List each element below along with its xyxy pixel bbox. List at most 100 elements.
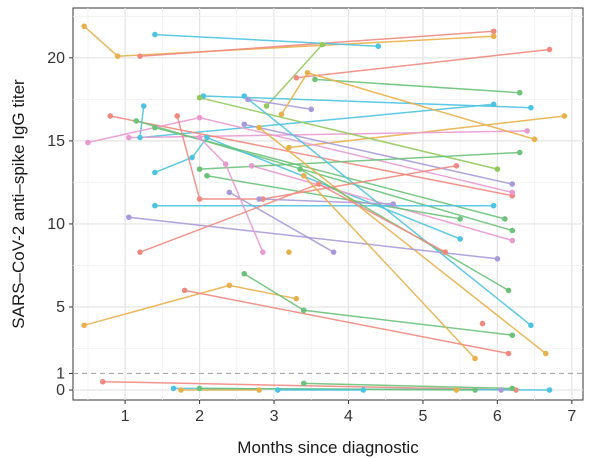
data-point	[241, 121, 248, 128]
data-point	[542, 350, 549, 357]
data-point	[315, 181, 322, 187]
data-point	[286, 144, 292, 151]
data-point	[81, 23, 87, 30]
series-line-19	[154, 126, 505, 220]
data-point	[81, 322, 87, 329]
points-group	[81, 23, 568, 393]
data-point	[133, 118, 140, 124]
data-point-isolated	[453, 387, 460, 393]
y-tick-label: 5	[56, 299, 65, 316]
x-tick-label: 2	[195, 408, 204, 425]
series-line-8	[288, 115, 565, 149]
series-line-37	[102, 380, 517, 391]
y-tick-label: 1	[56, 365, 65, 382]
data-point	[170, 385, 177, 392]
series-line-24	[258, 127, 547, 355]
data-point	[196, 196, 203, 202]
data-point	[297, 166, 303, 172]
data-point	[301, 380, 307, 387]
data-point	[85, 139, 91, 146]
series-line-27	[128, 216, 498, 260]
data-point	[126, 214, 132, 221]
series-line-23	[206, 175, 461, 220]
data-point	[360, 387, 367, 393]
data-point	[196, 114, 203, 121]
series-line-31	[259, 198, 394, 205]
data-point	[509, 181, 516, 187]
data-point	[137, 53, 143, 59]
data-point	[546, 387, 553, 393]
data-point	[546, 46, 553, 53]
data-point	[301, 172, 307, 179]
data-point	[226, 189, 233, 196]
data-point	[453, 162, 460, 169]
y-axis-label: SARS–CoV-2 anti–spike IgG titer	[9, 79, 28, 329]
data-point	[524, 128, 530, 134]
data-point	[152, 169, 158, 176]
data-point	[442, 249, 449, 255]
data-point-isolated	[286, 249, 292, 255]
plot-panel	[72, 7, 584, 401]
data-point	[457, 236, 463, 242]
data-point	[278, 111, 285, 118]
data-point	[204, 172, 210, 179]
data-point	[274, 387, 281, 393]
series-line-12	[110, 115, 513, 197]
y-tick-label: 20	[47, 50, 65, 67]
data-point	[196, 385, 203, 392]
data-point	[509, 385, 516, 392]
x-tick-label: 4	[344, 408, 353, 425]
data-point	[189, 154, 195, 161]
data-point	[561, 113, 568, 119]
data-point	[137, 134, 143, 141]
x-axis-label: Months since diagnostic	[237, 438, 419, 457]
data-point	[472, 355, 478, 362]
data-point	[516, 149, 523, 156]
data-point	[137, 249, 143, 255]
data-point	[509, 227, 516, 234]
series-line-11	[199, 96, 498, 170]
data-point	[457, 216, 463, 222]
data-point	[390, 201, 396, 207]
series-line-14	[247, 98, 312, 111]
data-point	[196, 166, 203, 172]
y-tick-label: 10	[47, 216, 65, 233]
x-tick-label: 1	[121, 408, 130, 425]
series-line-36	[303, 175, 476, 360]
series-line-4	[266, 43, 323, 107]
data-point	[490, 33, 497, 40]
series-line-28	[176, 115, 457, 200]
series-line-42	[303, 382, 513, 390]
data-point	[241, 93, 248, 99]
data-point	[509, 237, 516, 244]
series-line-5	[296, 48, 550, 79]
x-axis-ticks: 1 2 3 4 5 6 7	[121, 400, 576, 425]
series-line-40	[199, 387, 476, 391]
data-point	[256, 124, 262, 131]
data-point	[260, 249, 266, 255]
data-point	[293, 295, 300, 302]
y-tick-label: 0	[56, 382, 65, 399]
data-point	[490, 101, 497, 108]
data-point	[99, 378, 106, 385]
data-point-isolated	[498, 387, 504, 393]
data-point	[312, 76, 318, 83]
series-line-10	[128, 130, 528, 139]
data-point	[505, 287, 512, 294]
series-group	[83, 25, 565, 391]
data-point	[152, 124, 158, 131]
data-point	[140, 103, 147, 109]
data-point	[528, 104, 534, 111]
series-line-7	[314, 78, 520, 94]
data-point	[245, 96, 251, 103]
data-point	[509, 189, 516, 196]
data-point	[114, 53, 121, 59]
series-line-17	[244, 123, 513, 185]
data-point	[528, 322, 534, 329]
data-point	[222, 161, 229, 167]
data-point	[494, 166, 501, 172]
data-point	[304, 69, 311, 76]
data-point	[107, 113, 114, 119]
